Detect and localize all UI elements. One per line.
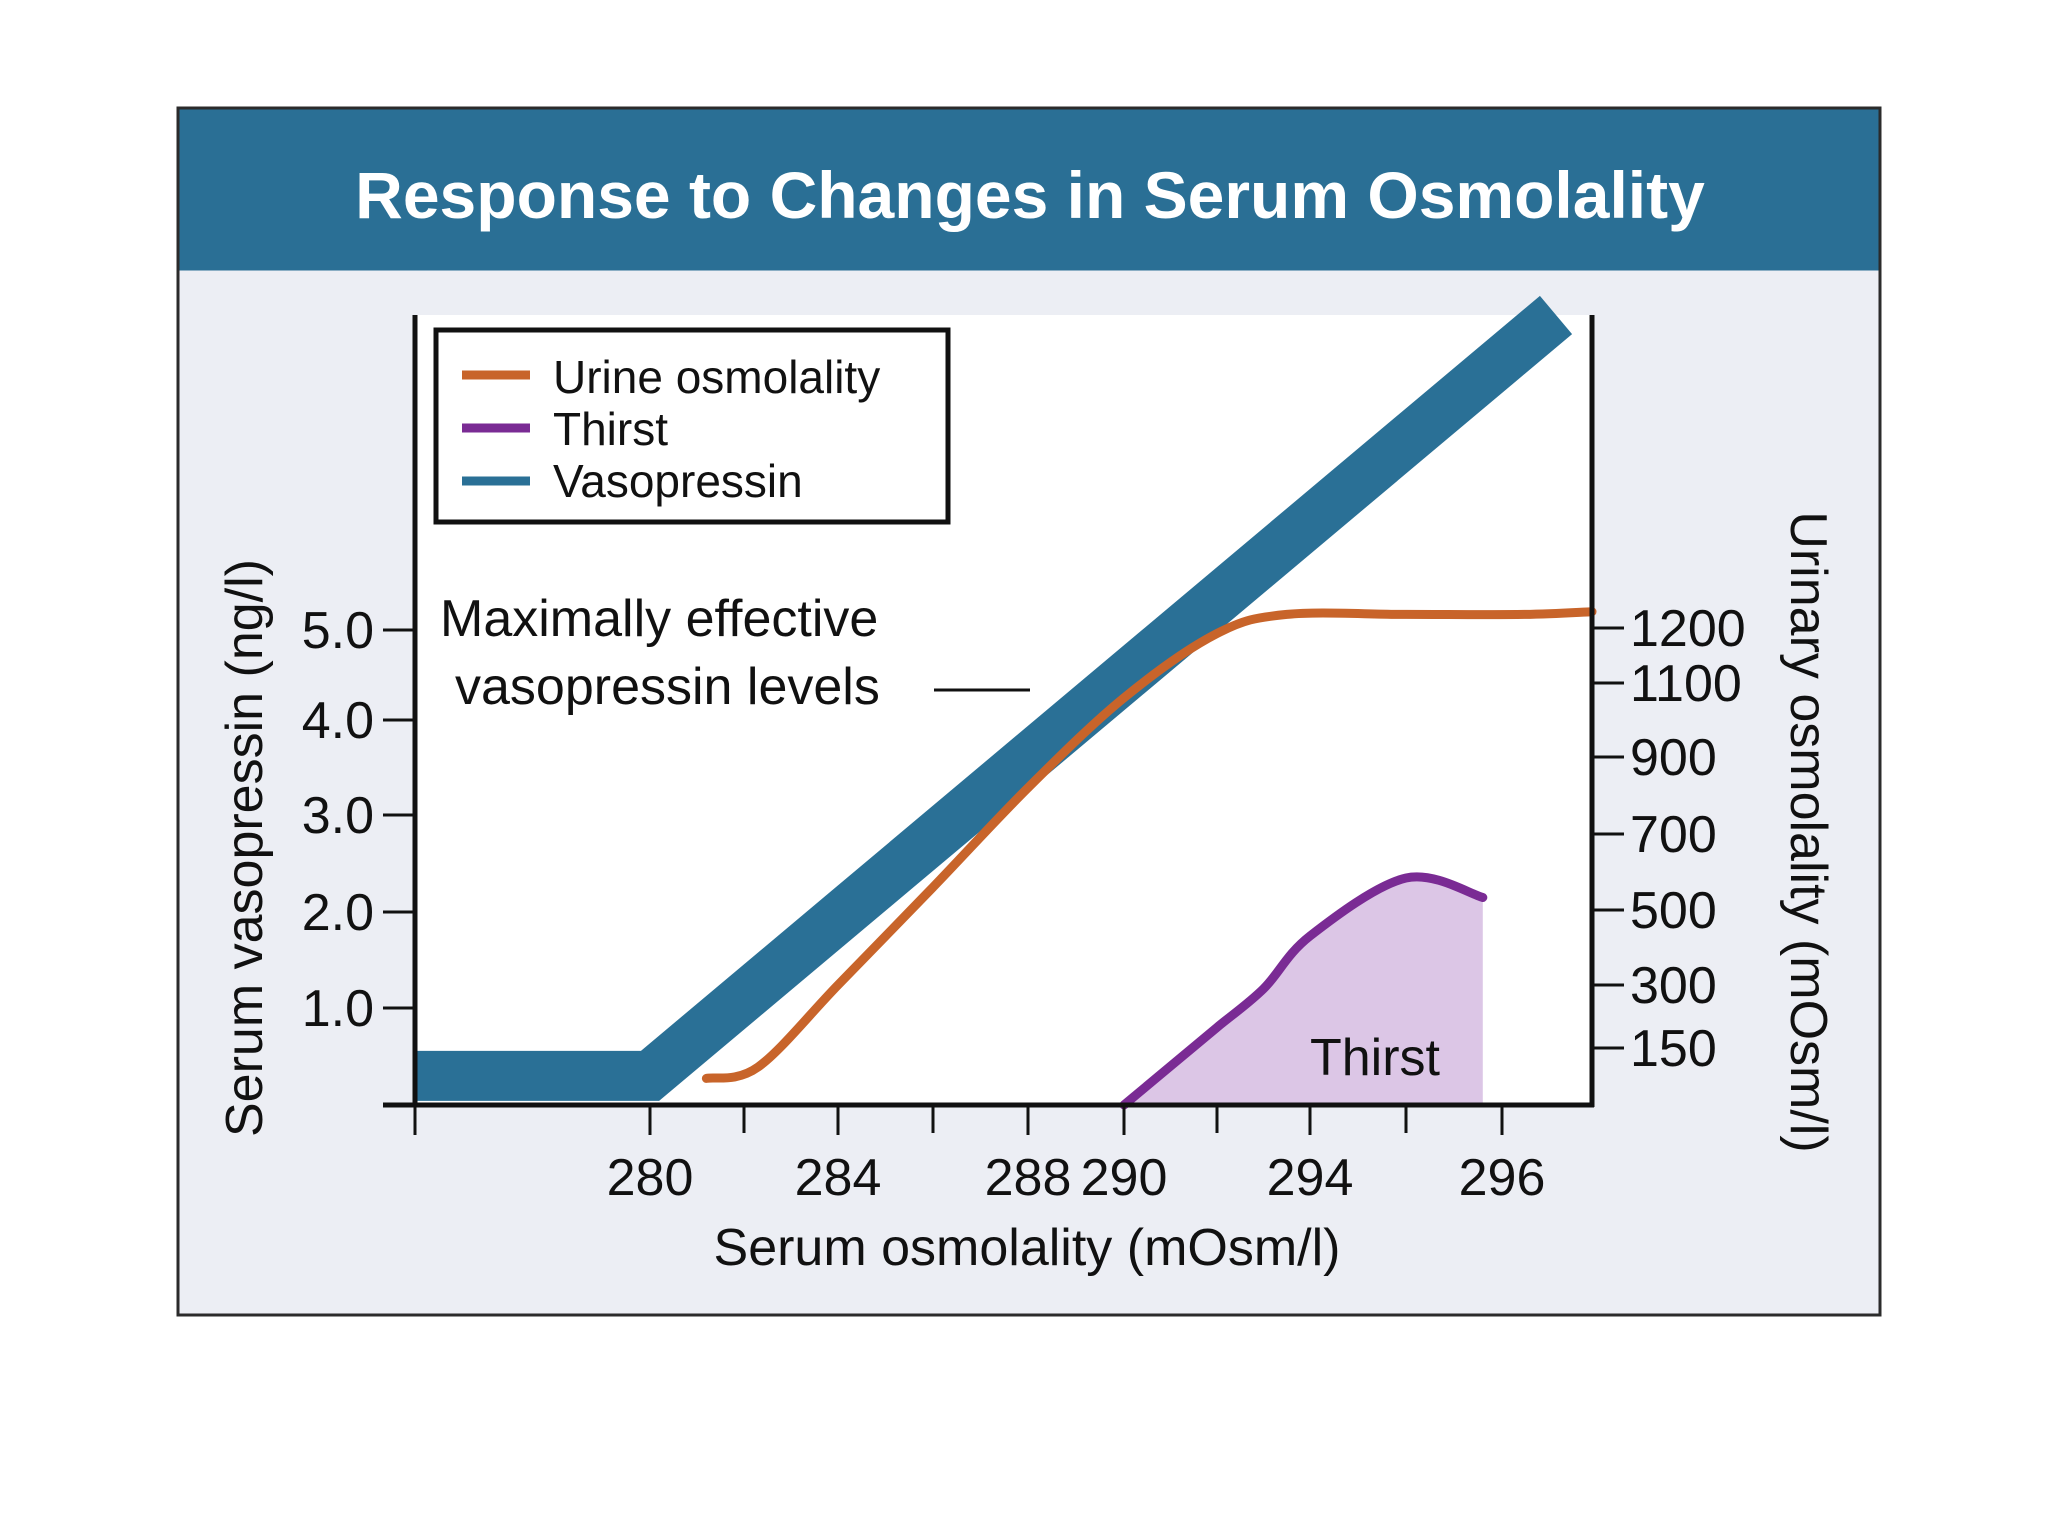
- x-tick-label: 296: [1459, 1149, 1546, 1207]
- title-bar: [179, 109, 1879, 271]
- urine-osmolality-curve: [701, 607, 1597, 1083]
- legend-label-urine: Urine osmolality: [553, 351, 880, 403]
- legend-label-vasopressin: Vasopressin: [553, 455, 803, 507]
- x-tick-label: 284: [795, 1149, 882, 1207]
- left-tick-label: 5.0: [302, 602, 374, 660]
- left-tick-label: 4.0: [302, 692, 374, 750]
- legend: Urine osmolality Thirst Vasopressin: [433, 327, 951, 525]
- right-tick-label: 700: [1630, 806, 1717, 864]
- x-tick-label: 290: [1081, 1149, 1168, 1207]
- x-tick-label: 294: [1267, 1149, 1354, 1207]
- thirst-area: [1124, 876, 1483, 1105]
- right-tick-label: 1100: [1630, 655, 1742, 713]
- right-tick-label: 150: [1630, 1020, 1717, 1078]
- right-tick-label: 300: [1630, 957, 1717, 1015]
- left-axis-label: Serum vasopressin (ng/l): [216, 559, 274, 1137]
- annotation-max-line2: vasopressin levels: [455, 658, 880, 716]
- right-tick-label: 1200: [1630, 600, 1746, 658]
- left-tick-label: 1.0: [302, 980, 374, 1038]
- annotation-max-line1: Maximally effective: [440, 590, 878, 648]
- left-tick-label: 3.0: [302, 787, 374, 845]
- x-axis-label: Serum osmolality (mOsm/l): [714, 1219, 1341, 1277]
- urine-curve-group: [701, 607, 1597, 1083]
- thirst-area-group: [1119, 872, 1488, 1110]
- x-tick-label: 288: [985, 1149, 1072, 1207]
- thirst-curve: [1119, 872, 1488, 1110]
- left-tick-label: 2.0: [302, 884, 374, 942]
- right-tick-label: 500: [1630, 882, 1717, 940]
- vasopressin-band-group: [415, 295, 1573, 1101]
- x-ticks-group: 280 284 288 290 294 296: [607, 1103, 1546, 1207]
- chart-title: Response to Changes in Serum Osmolality: [355, 158, 1705, 232]
- annotation-thirst: Thirst: [1310, 1029, 1441, 1087]
- right-tick-label: 900: [1630, 729, 1717, 787]
- x-tick-label: 280: [607, 1149, 694, 1207]
- right-axis-label: Urinary osmolality (mOsm/l): [1779, 511, 1837, 1152]
- legend-label-thirst: Thirst: [553, 403, 668, 455]
- vasopressin-band: [415, 295, 1573, 1101]
- left-ticks-group: 1.0 2.0 3.0 4.0 5.0: [302, 602, 415, 1038]
